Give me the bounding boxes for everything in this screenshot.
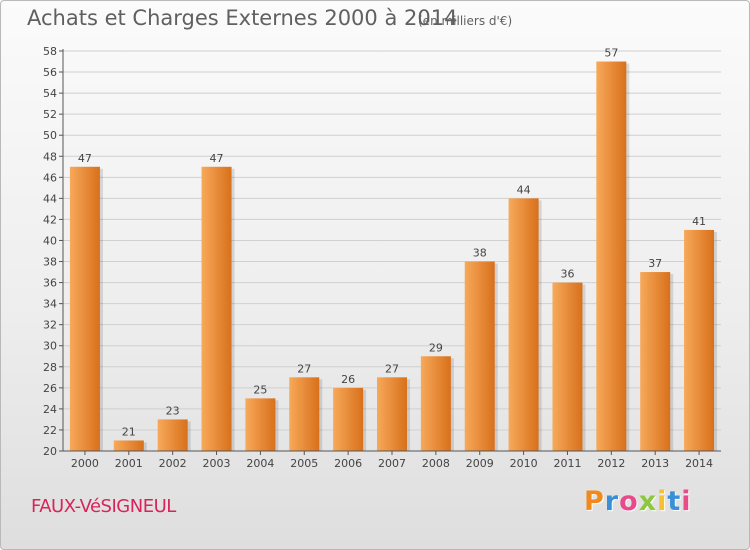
logo-letter: o xyxy=(619,486,639,517)
x-tick-label: 2007 xyxy=(378,457,406,470)
data-label: 47 xyxy=(210,152,224,165)
data-label: 27 xyxy=(385,362,399,375)
data-labels: 47 21 23 47 25 27 26 27 29 38 44 36 57 37 41 xyxy=(78,47,706,439)
chart-title: Achats et Charges Externes 2000 à 2014 xyxy=(27,6,458,30)
x-tick-label: 2013 xyxy=(641,457,669,470)
proxiti-logo: Proxiti xyxy=(584,486,692,517)
data-label: 37 xyxy=(648,257,662,270)
y-tick-label: 38 xyxy=(43,256,57,269)
data-label: 47 xyxy=(78,152,92,165)
bar xyxy=(552,282,583,451)
y-tick-label: 42 xyxy=(43,213,57,226)
data-label: 36 xyxy=(560,268,574,281)
bar xyxy=(113,440,144,451)
y-tick-label: 40 xyxy=(43,234,57,247)
x-tick-label: 2011 xyxy=(553,457,581,470)
logo-letter: r xyxy=(604,486,620,517)
data-label: 44 xyxy=(517,183,531,196)
data-label: 41 xyxy=(692,215,706,228)
data-label: 26 xyxy=(341,373,355,386)
bars xyxy=(69,61,718,452)
data-label: 57 xyxy=(604,47,618,60)
data-label: 25 xyxy=(253,383,267,396)
axes: 20 22 24 26 28 30 32 34 36 38 40 42 44 46 48 50 52 54 56 58… xyxy=(43,45,721,470)
bar xyxy=(640,272,671,451)
bar xyxy=(464,261,495,451)
bar xyxy=(684,229,715,451)
x-tick-label: 2001 xyxy=(115,457,143,470)
chart-subtitle: (en milliers d'€) xyxy=(418,14,513,28)
x-tick-label: 2003 xyxy=(203,457,231,470)
bar xyxy=(508,198,539,451)
data-label: 23 xyxy=(166,404,180,417)
y-tick-label: 22 xyxy=(43,424,57,437)
bar xyxy=(245,398,276,451)
y-tick-label: 48 xyxy=(43,150,57,163)
bar xyxy=(201,166,232,451)
y-tick-label: 26 xyxy=(43,382,57,395)
logo-letter: i xyxy=(681,486,692,517)
y-tick-label: 32 xyxy=(43,319,57,332)
data-label: 38 xyxy=(473,247,487,260)
x-tick-label: 2004 xyxy=(246,457,274,470)
bar xyxy=(596,61,627,452)
bar xyxy=(377,377,407,451)
y-tick-label: 44 xyxy=(43,192,57,205)
y-tick-label: 54 xyxy=(43,87,57,100)
x-tick-label: 2014 xyxy=(685,457,713,470)
x-tick-label: 2012 xyxy=(597,457,625,470)
y-tick-label: 30 xyxy=(43,340,57,353)
logo-letter: P xyxy=(584,486,605,517)
x-tick-label: 2008 xyxy=(422,457,450,470)
y-tick-label: 24 xyxy=(43,403,57,416)
y-tick-label: 36 xyxy=(43,277,57,290)
x-tick-label: 2005 xyxy=(290,457,318,470)
logo-letter: i xyxy=(657,486,668,517)
y-tick-label: 20 xyxy=(43,445,57,458)
x-tick-label: 2010 xyxy=(510,457,538,470)
x-tick-label: 2006 xyxy=(334,457,362,470)
bar xyxy=(289,377,320,451)
y-tick-label: 28 xyxy=(43,361,57,374)
logo-letter: t xyxy=(667,486,682,517)
x-tick-label: 2009 xyxy=(466,457,494,470)
y-tick-label: 46 xyxy=(43,171,57,184)
bar xyxy=(420,356,451,451)
y-tick-label: 52 xyxy=(43,108,57,121)
y-tick-label: 34 xyxy=(43,298,57,311)
location-name: FAUX-VéSIGNEUL xyxy=(31,496,176,517)
y-tick-label: 56 xyxy=(43,66,57,79)
bar xyxy=(333,387,364,451)
y-tick-label: 50 xyxy=(43,129,57,142)
x-tick-label: 2000 xyxy=(71,457,99,470)
bar xyxy=(69,166,100,451)
x-tick-label: 2002 xyxy=(159,457,187,470)
logo-letter: x xyxy=(638,486,658,517)
data-label: 21 xyxy=(122,425,136,438)
bar xyxy=(157,419,188,451)
data-label: 29 xyxy=(429,341,443,354)
y-tick-label: 58 xyxy=(43,45,57,58)
data-label: 27 xyxy=(297,362,311,375)
